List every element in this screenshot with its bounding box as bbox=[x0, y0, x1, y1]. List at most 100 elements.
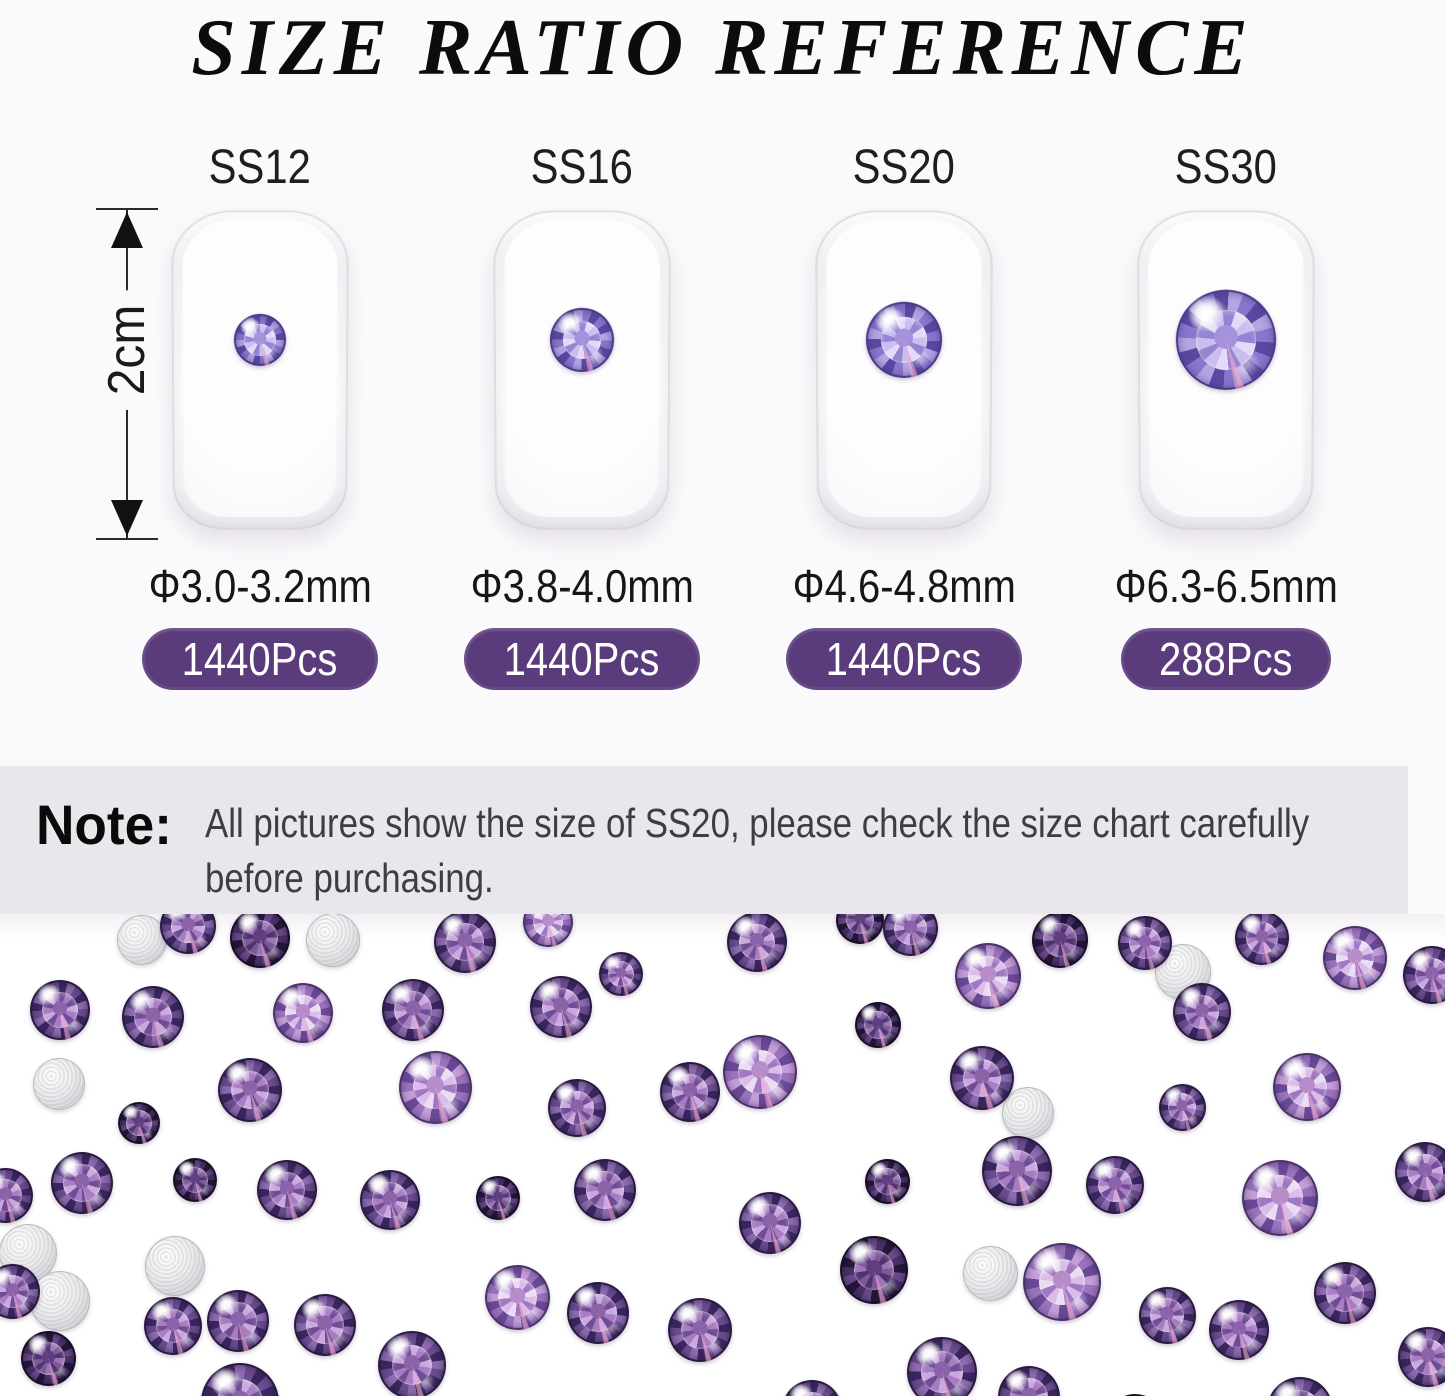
count-label: 1440Pcs bbox=[182, 633, 338, 685]
ruler-arrow-up-icon bbox=[111, 212, 143, 248]
rhinestone bbox=[1106, 1394, 1164, 1396]
count-label: 288Pcs bbox=[1159, 633, 1293, 685]
rhinestone-flatback bbox=[1002, 1087, 1054, 1139]
rhinestone bbox=[218, 1058, 282, 1122]
rhinestone bbox=[1023, 1243, 1101, 1321]
rhinestone-flatback bbox=[30, 1271, 90, 1331]
rhinestone bbox=[0, 1263, 40, 1319]
rhinestone-on-nail bbox=[549, 307, 615, 372]
rhinestone-on-nail bbox=[233, 313, 287, 367]
nail-image bbox=[1136, 210, 1316, 530]
rhinestone bbox=[955, 943, 1021, 1009]
rhinestone bbox=[1267, 1377, 1333, 1396]
rhinestone-flatback bbox=[962, 1245, 1018, 1301]
size-column-ss12: SS12 Φ3.0-3.2mm 1440Pcs bbox=[99, 142, 421, 690]
rhinestone-on-nail bbox=[865, 301, 943, 378]
size-columns: SS12 Φ3.0-3.2mm 1440Pcs SS16 Φ3.8-4.0mm … bbox=[99, 142, 1445, 690]
nail-image bbox=[814, 210, 994, 530]
rhinestone bbox=[782, 1380, 842, 1396]
rhinestone bbox=[398, 1050, 472, 1124]
rhinestone bbox=[1273, 1053, 1341, 1121]
page-title: SIZE RATIO REFERENCE bbox=[191, 4, 1254, 92]
rhinestone-flatback bbox=[33, 1058, 85, 1110]
rhinestone bbox=[1314, 1262, 1376, 1324]
rhinestone bbox=[20, 1330, 76, 1386]
rhinestone bbox=[548, 1079, 606, 1137]
rhinestone bbox=[660, 1062, 720, 1122]
rhinestone bbox=[1242, 1160, 1318, 1236]
rhinestone bbox=[1395, 1142, 1445, 1202]
rhinestone bbox=[273, 983, 333, 1043]
ruler-top-cap bbox=[96, 208, 158, 210]
note-banner: Note: All pictures show the size of SS20… bbox=[0, 766, 1408, 914]
rhinestone bbox=[1158, 1083, 1206, 1131]
rhinestone bbox=[950, 1046, 1014, 1110]
rhinestone bbox=[855, 1002, 901, 1048]
rhinestone bbox=[727, 914, 787, 972]
size-column-ss30: SS30 Φ6.3-6.5mm 288Pcs bbox=[1065, 142, 1387, 690]
rhinestone-flatback bbox=[145, 1236, 205, 1296]
rhinestone bbox=[476, 1176, 520, 1220]
rhinestone bbox=[739, 1192, 801, 1254]
ruler-arrow-down-icon bbox=[111, 500, 143, 536]
rhinestone bbox=[144, 1297, 202, 1355]
count-badge: 288Pcs bbox=[1121, 628, 1331, 690]
rhinestone bbox=[1235, 914, 1289, 965]
rhinestone bbox=[864, 1158, 910, 1204]
rhinestone bbox=[434, 914, 496, 973]
rhinestone bbox=[998, 1366, 1060, 1396]
diameter-label: Φ6.3-6.5mm bbox=[1114, 560, 1338, 612]
size-chart: 2cm SS12 Φ3.0-3.2mm 1440Pcs SS16 Φ3.8-4.… bbox=[0, 142, 1445, 728]
note-text-line1: All pictures show the size of SS20, plea… bbox=[205, 800, 1310, 846]
rhinestone bbox=[207, 1290, 269, 1352]
size-reference-section: SIZE RATIO REFERENCE 2cm SS12 Φ3.0-3.2mm… bbox=[0, 0, 1445, 914]
diameter-label: Φ4.6-4.8mm bbox=[792, 560, 1016, 612]
rhinestone bbox=[1118, 916, 1172, 970]
rhinestone bbox=[840, 1236, 908, 1304]
size-label: SS30 bbox=[1174, 141, 1278, 194]
rhinestone bbox=[294, 1294, 356, 1356]
count-label: 1440Pcs bbox=[504, 633, 660, 685]
size-column-ss20: SS20 Φ4.6-4.8mm 1440Pcs bbox=[743, 142, 1065, 690]
count-label: 1440Pcs bbox=[826, 633, 982, 685]
rhinestone bbox=[1209, 1300, 1269, 1360]
rhinestone bbox=[51, 1152, 113, 1214]
rhinestone bbox=[360, 1170, 420, 1230]
rhinestone bbox=[0, 1167, 33, 1223]
rhinestone bbox=[484, 1264, 550, 1330]
rhinestone bbox=[160, 914, 216, 954]
size-label: SS16 bbox=[530, 141, 634, 194]
rhinestone-flatback bbox=[117, 915, 167, 965]
note-text: All pictures show the size of SS20, plea… bbox=[205, 796, 1445, 906]
count-badge: 1440Pcs bbox=[464, 628, 700, 690]
diameter-label: Φ3.0-3.2mm bbox=[148, 560, 372, 612]
rhinestone bbox=[523, 914, 573, 947]
height-ruler: 2cm bbox=[0, 142, 200, 728]
rhinestone bbox=[1138, 1286, 1196, 1344]
note-label: Note: bbox=[36, 793, 172, 856]
rhinestone bbox=[574, 1159, 636, 1221]
rhinestone bbox=[118, 1102, 160, 1144]
rhinestone bbox=[30, 980, 90, 1040]
rhinestone bbox=[173, 1158, 217, 1202]
rhinestone bbox=[1086, 1156, 1144, 1214]
rhinestone bbox=[723, 1035, 797, 1109]
rhinestone bbox=[1173, 983, 1231, 1041]
size-label: SS12 bbox=[208, 141, 312, 194]
size-label: SS20 bbox=[852, 141, 956, 194]
rhinestone bbox=[382, 979, 444, 1041]
rhinestone bbox=[567, 1282, 629, 1344]
rhinestone bbox=[201, 1363, 279, 1396]
rhinestone bbox=[668, 1298, 732, 1362]
rhinestone bbox=[882, 914, 938, 956]
count-badge: 1440Pcs bbox=[786, 628, 1022, 690]
rhinestone bbox=[1403, 946, 1445, 1004]
nail-image bbox=[492, 210, 672, 530]
rhinestone-flatback bbox=[306, 914, 360, 967]
size-column-ss16: SS16 Φ3.8-4.0mm 1440Pcs bbox=[421, 142, 743, 690]
ruler-label: 2cm bbox=[97, 290, 157, 410]
rhinestone bbox=[1323, 926, 1387, 990]
rhinestone bbox=[122, 986, 184, 1048]
rhinestone bbox=[982, 1136, 1052, 1206]
